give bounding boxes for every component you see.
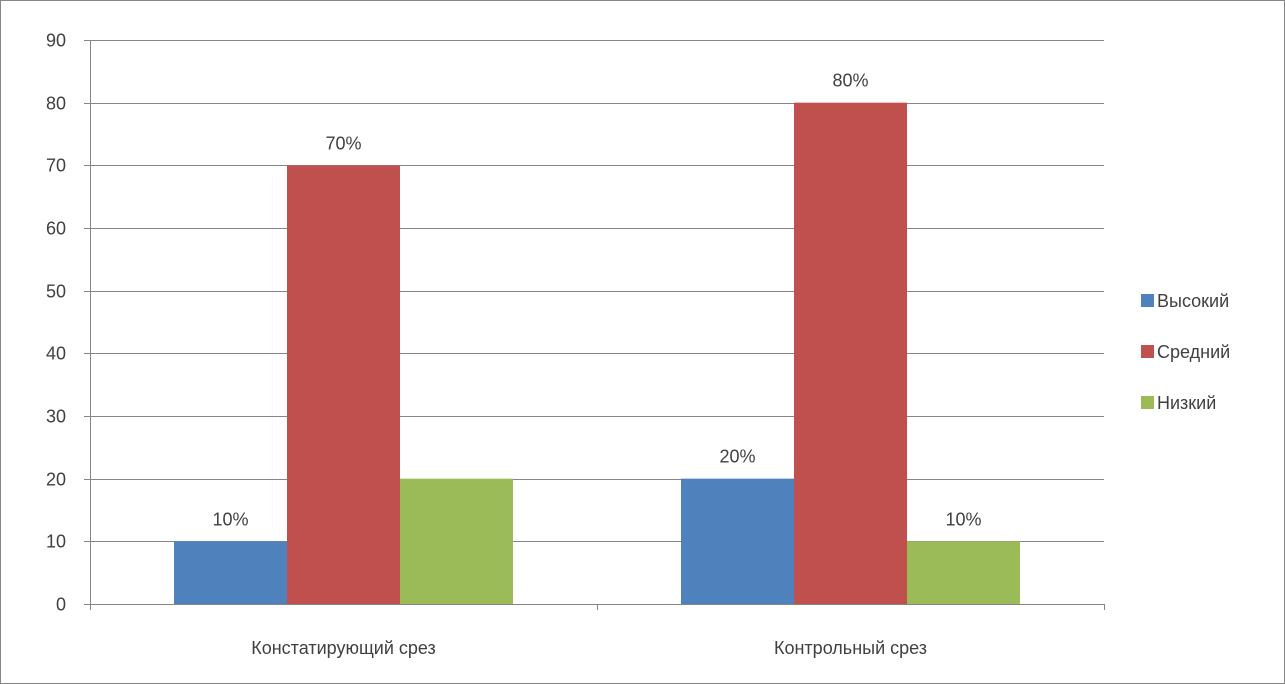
bar-Высокий-0 [174,541,287,604]
bar-Низкий-0 [400,478,513,604]
legend-label: Высокий [1157,291,1229,311]
y-tick-label: 0 [56,595,66,615]
legend-label: Низкий [1157,393,1216,413]
y-tick-label: 90 [46,31,66,51]
data-label: 80% [832,71,868,91]
y-tick-label: 10 [46,532,66,552]
bar-Низкий-1 [907,541,1020,604]
y-tick-label: 30 [46,407,66,427]
y-tick-label: 50 [46,282,66,302]
bar-Средний-0 [287,165,400,605]
x-category-label: Контрольный срез [774,638,927,658]
y-tick-label: 60 [46,219,66,239]
y-tick-label: 40 [46,344,66,364]
y-tick-label: 70 [46,156,66,176]
data-label: 70% [325,133,361,153]
data-label: 10% [212,509,248,529]
bar-Высокий-1 [681,478,794,604]
bar-Средний-1 [794,102,907,605]
legend-swatch-Низкий [1141,396,1154,409]
legend-label: Средний [1157,342,1230,362]
data-label: 20% [719,447,755,467]
labels: 10% 70% Констатирующий срез 20% 80% 10% Контро… [212,71,981,658]
y-tick-label: 80 [46,94,66,114]
y-tick-label: 20 [46,470,66,490]
axes: 0 10 20 30 40 50 60 70 80 90 [46,31,1105,615]
x-category-label: Констатирующий срез [251,638,436,658]
data-label: 10% [945,509,981,529]
legend: Высокий Средний Низкий [1141,291,1230,413]
legend-swatch-Высокий [1141,294,1154,307]
legend-swatch-Средний [1141,345,1154,358]
bars [174,102,1020,605]
